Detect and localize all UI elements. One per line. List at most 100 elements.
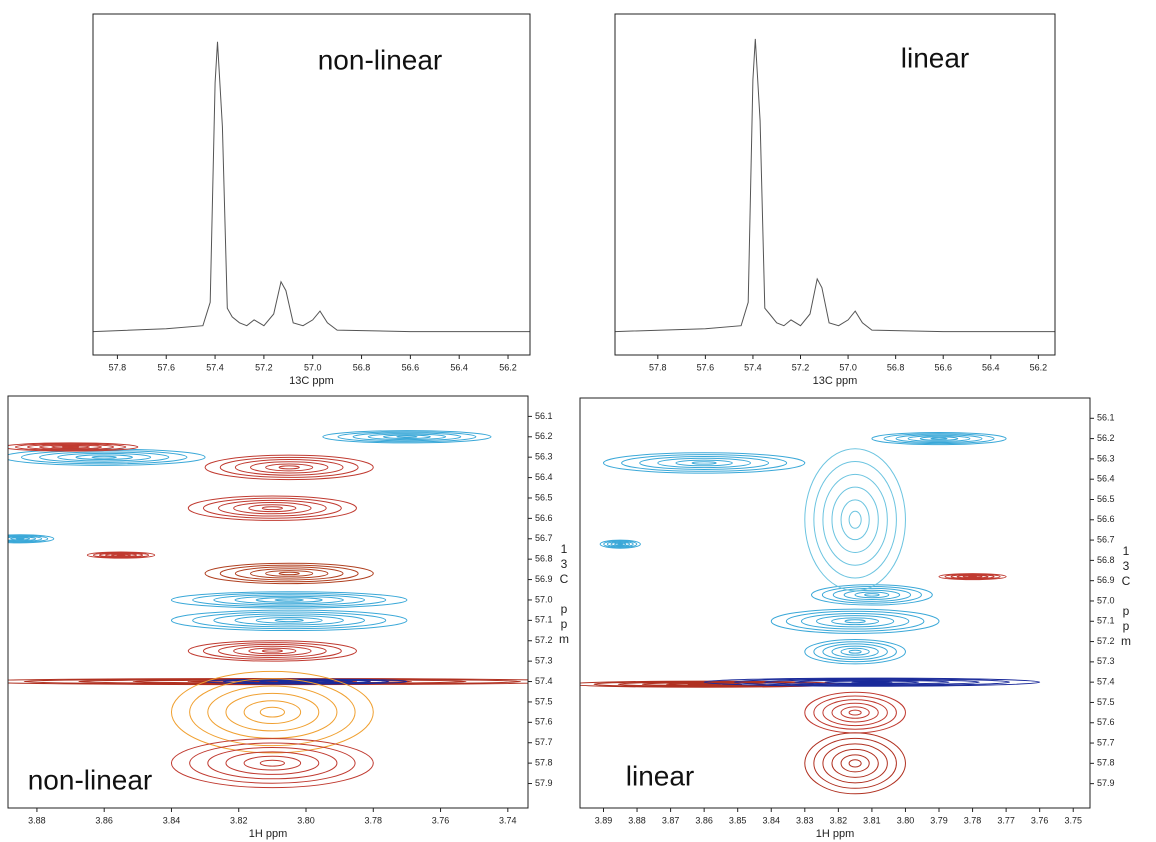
contour-ring [278, 571, 300, 576]
contour-ring [840, 754, 870, 773]
x-axis-label: 13C ppm [813, 375, 858, 387]
contour-ring [322, 430, 492, 444]
contour-ring [785, 610, 925, 632]
contour-ring [265, 570, 314, 577]
y-tick-label: 57.7 [535, 737, 553, 747]
contour-ring [614, 542, 627, 546]
y-tick-label: 56.5 [1097, 494, 1115, 504]
contour-ring [278, 465, 300, 470]
contour-ring [189, 742, 356, 784]
contour-ring [639, 455, 770, 470]
contour-ring [57, 452, 152, 462]
contour-ring [352, 432, 462, 442]
y-tick-label: 57.5 [535, 696, 553, 706]
x-tick-label: 57.2 [792, 362, 810, 372]
contour-ring [234, 566, 344, 581]
y-tick-label: 57.2 [535, 635, 553, 645]
contour-ring [930, 437, 948, 440]
contour-ring [617, 543, 624, 546]
contour-ring [265, 463, 314, 472]
contour-ring [259, 759, 285, 767]
contour-peak [204, 454, 374, 481]
y-tick-label: 56.1 [1097, 413, 1115, 423]
y-tick-label: 57.1 [535, 615, 553, 625]
x-tick-label: 57.6 [157, 362, 175, 372]
contour-ring [248, 504, 297, 513]
x-tick-label: 3.78 [964, 815, 982, 825]
contour-ring [813, 641, 897, 663]
contour-ring [396, 435, 418, 439]
panel-annotation: linear [901, 42, 969, 73]
x-tick-label: 3.82 [230, 815, 248, 825]
y-tick-label: 57.9 [1097, 778, 1115, 788]
x-tick-label: 3.75 [1064, 815, 1082, 825]
x-tick-label: 3.77 [997, 815, 1015, 825]
y-tick-label: 56.7 [535, 533, 553, 543]
contour-peak [811, 584, 933, 606]
contour-ring [219, 564, 359, 583]
contour-ring [822, 699, 888, 727]
x-tick-label: 3.85 [729, 815, 747, 825]
contour-ring [274, 618, 304, 623]
contour-ring [170, 609, 408, 632]
x-tick-label: 56.2 [499, 362, 517, 372]
contour-ring [848, 510, 862, 529]
contour-peak [170, 591, 408, 609]
contour-peak [170, 738, 374, 789]
contour-ring [274, 598, 304, 602]
contour-area [8, 430, 528, 789]
contour-ring [883, 433, 995, 445]
x-axis-label: 1H ppm [249, 828, 288, 840]
contour-ring [822, 643, 888, 661]
contour-ring [61, 446, 80, 448]
y-tick-label: 57.8 [1097, 758, 1115, 768]
x-tick-label: 3.83 [796, 815, 814, 825]
contour-ring [51, 445, 90, 449]
contour-peak [804, 448, 906, 592]
plot-frame [92, 13, 531, 356]
contour-ring [844, 619, 866, 624]
contour-ring [75, 454, 133, 460]
contour-ring [92, 552, 150, 559]
y-tick-label: 57.9 [535, 778, 553, 788]
contour-ring [603, 540, 638, 548]
contour-ring [213, 594, 366, 606]
y-tick-label: 56.4 [1097, 474, 1115, 484]
plot-border [92, 13, 531, 356]
plot-border [614, 13, 1056, 356]
contour-ring [800, 612, 910, 630]
contour-ring [250, 568, 329, 579]
contour-ring [382, 434, 431, 440]
contour-ring [337, 431, 477, 443]
x-tick-label: 56.8 [887, 362, 905, 372]
y-tick-label: 56.8 [535, 554, 553, 564]
contour-ring [192, 611, 387, 630]
x-tick-label: 3.86 [695, 815, 713, 825]
contour-ring [824, 680, 920, 684]
x-tick-label: 57.6 [697, 362, 715, 372]
contour-ring [8, 442, 139, 452]
contour-ring [233, 645, 312, 657]
contour-ring [703, 677, 1041, 687]
contour-ring [968, 575, 978, 578]
contour-ring [261, 649, 283, 653]
contour-ring [39, 451, 170, 463]
contour-ring [956, 574, 989, 579]
x-tick-label: 56.8 [353, 362, 371, 372]
y-tick-label: 57.6 [535, 717, 553, 727]
contour-peak [599, 539, 641, 549]
contour-ring [944, 573, 1001, 580]
contour-ring [261, 506, 283, 511]
contour-ring [950, 574, 995, 580]
contour-ring [233, 502, 312, 515]
contour-ring [218, 643, 327, 658]
contour-ring [202, 497, 342, 519]
contour-peak [86, 551, 156, 559]
contour-ring [255, 617, 323, 624]
contour-peak [322, 430, 492, 444]
contour-peak [204, 678, 408, 685]
x-axis-label: 1H ppm [816, 828, 855, 840]
x-tick-label: 57.4 [206, 362, 224, 372]
x-tick-label: 57.0 [304, 362, 322, 372]
x-tick-label: 3.79 [930, 815, 948, 825]
